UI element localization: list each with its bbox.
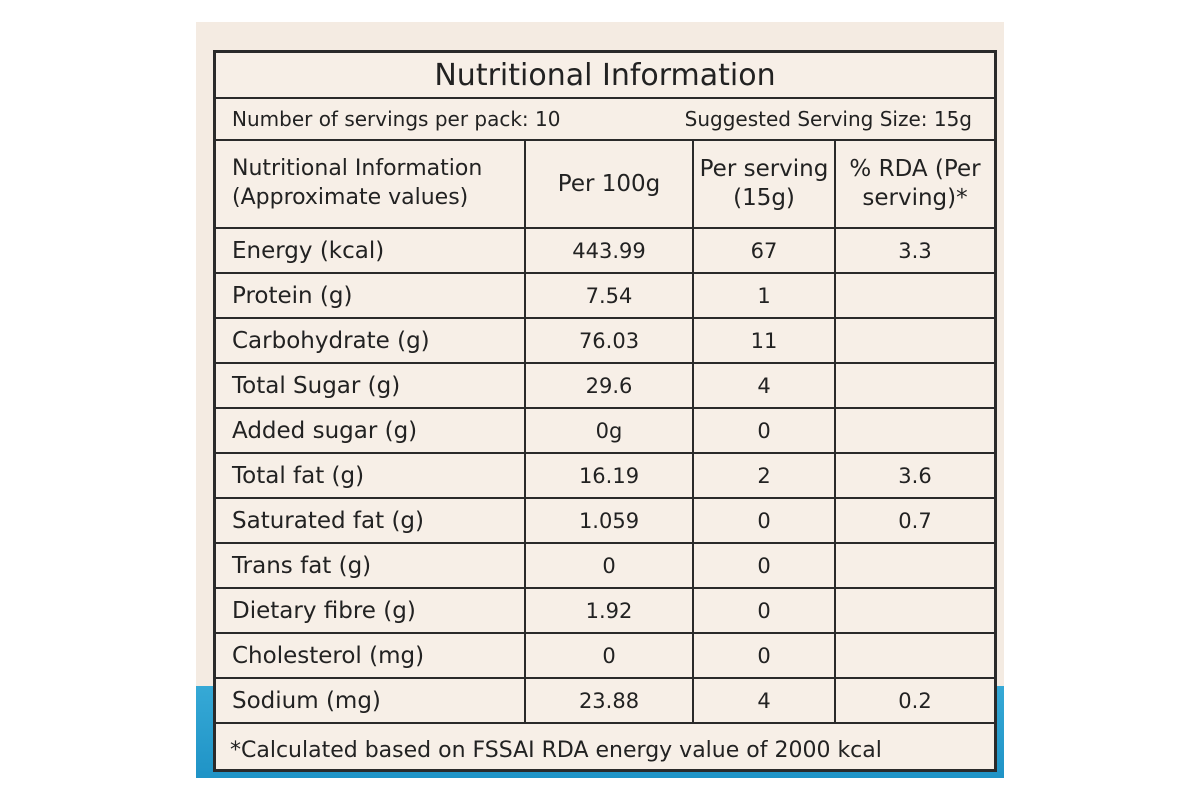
nutrient-name: Trans fat (g) (216, 544, 526, 589)
per-100g-value: 0g (526, 409, 694, 454)
nutrient-name: Dietary fibre (g) (216, 589, 526, 634)
nutrient-name: Sodium (mg) (216, 679, 526, 724)
per-serving-value: 4 (694, 364, 836, 409)
per-serving-value: 2 (694, 454, 836, 499)
nutrient-name: Cholesterol (mg) (216, 634, 526, 679)
rda-value: 3.6 (836, 454, 994, 499)
rda-value (836, 409, 994, 454)
per-serving-value: 0 (694, 589, 836, 634)
rda-value (836, 544, 994, 589)
header-nutrient: Nutritional Information (Approximate val… (216, 141, 526, 229)
nutrient-name: Added sugar (g) (216, 409, 526, 454)
footnote: *Calculated based on FSSAI RDA energy va… (230, 737, 882, 763)
per-serving-value: 67 (694, 229, 836, 274)
per-100g-value: 76.03 (526, 319, 694, 364)
per-100g-value: 23.88 (526, 679, 694, 724)
servings-row: Number of servings per pack: 10 Suggeste… (216, 99, 994, 141)
header-per-serving: Per serving (15g) (694, 141, 836, 229)
nutrient-name: Energy (kcal) (216, 229, 526, 274)
per-serving-value: 1 (694, 274, 836, 319)
per-serving-value: 0 (694, 544, 836, 589)
rda-value: 0.7 (836, 499, 994, 544)
per-serving-value: 0 (694, 634, 836, 679)
header-rda: % RDA (Per serving)* (836, 141, 994, 229)
nutrition-label-card: Nutritional Information Number of servin… (196, 22, 1004, 778)
table-title: Nutritional Information (216, 53, 994, 99)
per-serving-value: 0 (694, 409, 836, 454)
per-serving-value: 0 (694, 499, 836, 544)
rda-value: 3.3 (836, 229, 994, 274)
per-100g-value: 1.92 (526, 589, 694, 634)
nutrient-name: Total Sugar (g) (216, 364, 526, 409)
per-100g-value: 443.99 (526, 229, 694, 274)
nutrient-grid: Nutritional Information (Approximate val… (216, 141, 994, 724)
serving-size: Suggested Serving Size: 15g (684, 107, 972, 131)
nutrient-name: Saturated fat (g) (216, 499, 526, 544)
per-100g-value: 0 (526, 544, 694, 589)
per-serving-value: 11 (694, 319, 836, 364)
per-100g-value: 7.54 (526, 274, 694, 319)
nutrient-name: Total fat (g) (216, 454, 526, 499)
servings-per-pack: Number of servings per pack: 10 (232, 107, 561, 131)
nutrient-name: Carbohydrate (g) (216, 319, 526, 364)
per-100g-value: 1.059 (526, 499, 694, 544)
rda-value (836, 364, 994, 409)
per-100g-value: 16.19 (526, 454, 694, 499)
header-per-100g: Per 100g (526, 141, 694, 229)
rda-value (836, 634, 994, 679)
per-100g-value: 0 (526, 634, 694, 679)
rda-value (836, 319, 994, 364)
rda-value (836, 274, 994, 319)
nutrition-table: Nutritional Information Number of servin… (213, 50, 997, 772)
per-serving-value: 4 (694, 679, 836, 724)
rda-value: 0.2 (836, 679, 994, 724)
rda-value (836, 589, 994, 634)
per-100g-value: 29.6 (526, 364, 694, 409)
nutrient-name: Protein (g) (216, 274, 526, 319)
